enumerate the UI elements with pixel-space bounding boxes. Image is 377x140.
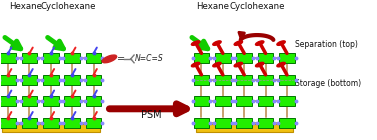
Ellipse shape — [234, 41, 242, 45]
Ellipse shape — [102, 55, 116, 63]
FancyBboxPatch shape — [194, 75, 209, 85]
FancyBboxPatch shape — [258, 96, 273, 106]
FancyBboxPatch shape — [0, 96, 16, 106]
Text: Cyclohexane: Cyclohexane — [229, 2, 285, 11]
FancyBboxPatch shape — [22, 96, 37, 106]
FancyBboxPatch shape — [236, 96, 252, 106]
FancyBboxPatch shape — [279, 96, 295, 106]
Text: Separation (top): Separation (top) — [295, 40, 358, 49]
Text: Hexane: Hexane — [196, 2, 229, 11]
FancyBboxPatch shape — [2, 123, 100, 132]
FancyBboxPatch shape — [194, 96, 209, 106]
FancyBboxPatch shape — [64, 96, 80, 106]
FancyBboxPatch shape — [86, 75, 101, 85]
FancyBboxPatch shape — [215, 75, 231, 85]
FancyBboxPatch shape — [22, 75, 37, 85]
FancyBboxPatch shape — [258, 75, 273, 85]
FancyBboxPatch shape — [258, 118, 273, 128]
Ellipse shape — [277, 62, 285, 67]
Ellipse shape — [192, 62, 200, 67]
Text: PSM: PSM — [141, 110, 162, 120]
FancyBboxPatch shape — [279, 53, 295, 63]
Text: N=C=S: N=C=S — [135, 54, 163, 63]
FancyBboxPatch shape — [43, 96, 58, 106]
FancyBboxPatch shape — [279, 75, 295, 85]
FancyBboxPatch shape — [64, 118, 80, 128]
FancyBboxPatch shape — [196, 123, 293, 132]
FancyBboxPatch shape — [43, 53, 58, 63]
Ellipse shape — [213, 62, 221, 67]
FancyBboxPatch shape — [0, 118, 16, 128]
Ellipse shape — [256, 41, 264, 45]
FancyBboxPatch shape — [258, 53, 273, 63]
FancyBboxPatch shape — [64, 75, 80, 85]
Ellipse shape — [277, 41, 285, 45]
FancyBboxPatch shape — [22, 118, 37, 128]
FancyBboxPatch shape — [86, 53, 101, 63]
FancyBboxPatch shape — [194, 118, 209, 128]
FancyBboxPatch shape — [236, 53, 252, 63]
Text: Storage (bottom): Storage (bottom) — [295, 79, 361, 88]
FancyBboxPatch shape — [215, 96, 231, 106]
Ellipse shape — [234, 62, 242, 67]
FancyBboxPatch shape — [86, 118, 101, 128]
Text: Cyclohexane: Cyclohexane — [40, 2, 96, 11]
FancyBboxPatch shape — [236, 75, 252, 85]
FancyBboxPatch shape — [0, 75, 16, 85]
FancyBboxPatch shape — [0, 53, 16, 63]
FancyBboxPatch shape — [86, 96, 101, 106]
Ellipse shape — [213, 41, 221, 45]
Ellipse shape — [192, 41, 200, 45]
FancyBboxPatch shape — [279, 118, 295, 128]
Ellipse shape — [256, 62, 264, 67]
FancyBboxPatch shape — [215, 118, 231, 128]
FancyBboxPatch shape — [194, 53, 209, 63]
Text: =: = — [117, 54, 125, 64]
FancyBboxPatch shape — [215, 53, 231, 63]
FancyBboxPatch shape — [64, 53, 80, 63]
FancyBboxPatch shape — [22, 53, 37, 63]
Text: Hexane: Hexane — [9, 2, 42, 11]
FancyBboxPatch shape — [236, 118, 252, 128]
FancyBboxPatch shape — [43, 75, 58, 85]
FancyBboxPatch shape — [43, 118, 58, 128]
